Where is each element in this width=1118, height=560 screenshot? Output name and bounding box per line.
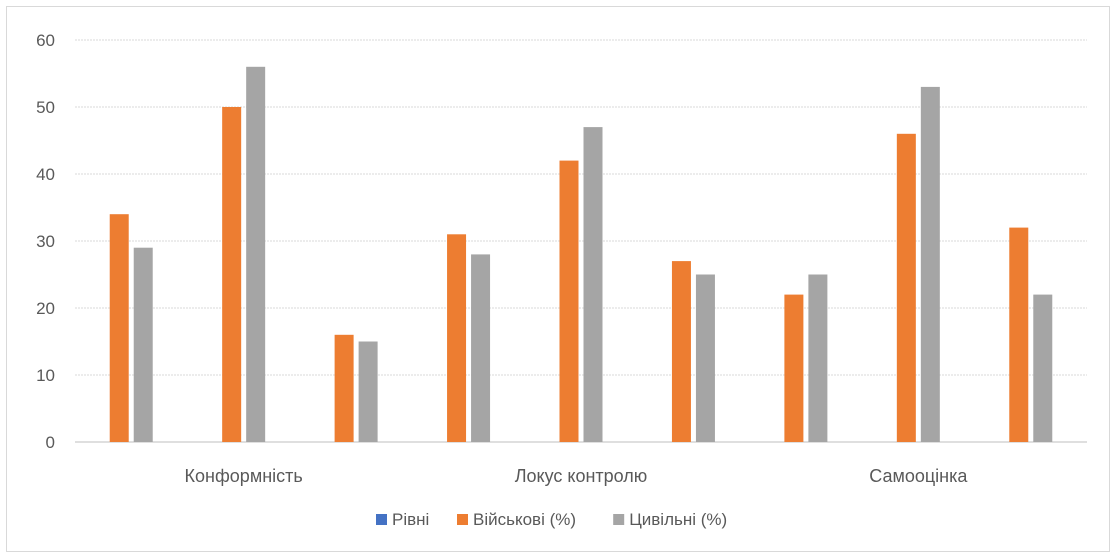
y-tick-label: 40 [36,165,55,184]
legend-swatch [457,514,468,525]
bar [671,261,691,442]
legend-label: Військові (%) [473,510,576,529]
bar [109,214,129,442]
category-label: Локус контролю [515,466,648,486]
legend-label: Рівні [392,510,429,529]
bar [471,254,491,442]
bar [559,160,579,442]
category-label: Самооцінка [869,466,968,486]
bar [1033,294,1053,442]
bar [246,66,266,443]
bar [920,86,940,443]
y-tick-label: 0 [46,433,55,452]
bar [358,341,378,442]
bar [583,127,603,442]
bar [222,107,242,442]
chart-area: 0 10 20 30 40 50 60 Конформність Локус контролю С… [6,6,1110,552]
bar [896,133,916,443]
legend-swatch [613,514,625,525]
category-label: Конформність [185,466,303,486]
y-tick-label: 20 [36,299,55,318]
y-tick-label: 50 [36,98,55,117]
bar [1009,227,1029,442]
legend-swatch [376,514,387,525]
y-tick-label: 10 [36,366,55,385]
y-tick-label: 60 [36,31,55,50]
bar [133,247,153,442]
bar [695,274,715,442]
bar-chart: 0 10 20 30 40 50 60 Конформність Локус контролю С… [36,31,1087,529]
bar [447,234,467,442]
bar [808,274,828,442]
bar [334,334,354,442]
bar [784,294,804,442]
legend-label: Цивільні (%) [629,510,727,529]
y-tick-label: 30 [36,232,55,251]
